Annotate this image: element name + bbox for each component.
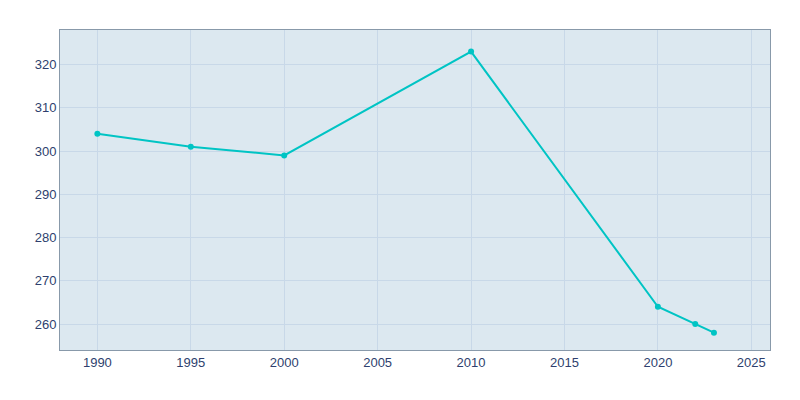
svg-text:2010: 2010 (457, 355, 486, 370)
svg-text:2005: 2005 (363, 355, 392, 370)
svg-text:2015: 2015 (550, 355, 579, 370)
svg-text:2000: 2000 (270, 355, 299, 370)
svg-text:1995: 1995 (176, 355, 205, 370)
svg-text:280: 280 (35, 230, 57, 245)
svg-text:300: 300 (35, 144, 57, 159)
svg-text:310: 310 (35, 100, 57, 115)
svg-text:290: 290 (35, 187, 57, 202)
svg-text:260: 260 (35, 317, 57, 332)
svg-text:2025: 2025 (737, 355, 766, 370)
svg-text:1990: 1990 (83, 355, 112, 370)
svg-text:2020: 2020 (643, 355, 672, 370)
svg-text:270: 270 (35, 273, 57, 288)
svg-text:320: 320 (35, 57, 57, 72)
